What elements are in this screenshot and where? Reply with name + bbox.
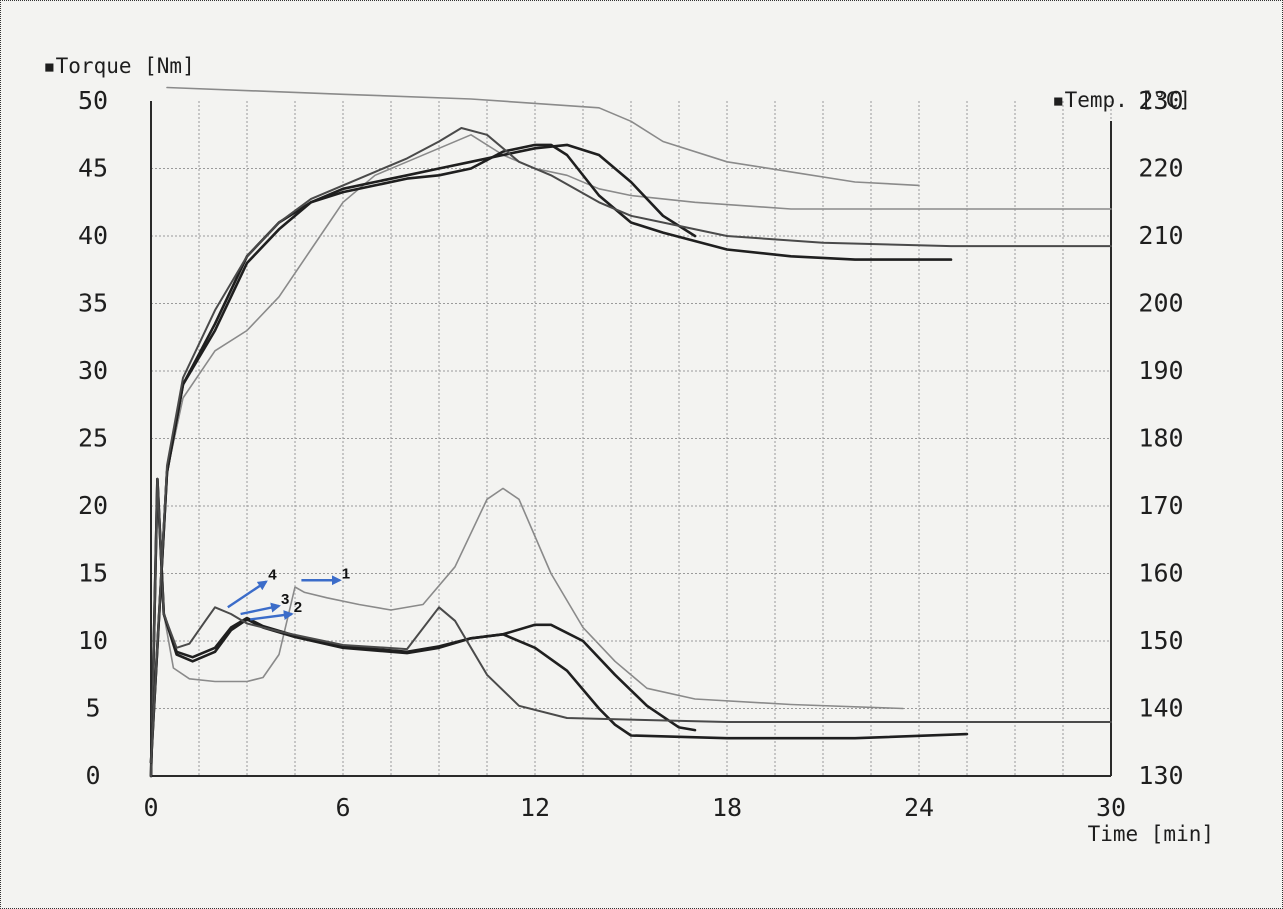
time-tick-label: 18 bbox=[712, 793, 742, 822]
temperature-tick-label: 160 bbox=[1138, 559, 1183, 588]
time-axis-title: Time [min] bbox=[1088, 822, 1214, 846]
temperature-axis-ticks: 130 140 150 160 170 180 190 200 210 220 230 bbox=[1138, 86, 1183, 790]
temperature-tick-label: 130 bbox=[1138, 761, 1183, 790]
time-tick-label: 12 bbox=[520, 793, 550, 822]
torque-tick-label: 5 bbox=[85, 694, 100, 723]
temperature-tick-label: 200 bbox=[1138, 289, 1183, 318]
annotation-number-3: 3 bbox=[281, 591, 289, 608]
temperature-tick-label: 140 bbox=[1138, 694, 1183, 723]
torque-curve-4 bbox=[150, 478, 1112, 777]
time-tick-label: 24 bbox=[904, 793, 934, 822]
temperature-tick-label: 220 bbox=[1138, 154, 1183, 183]
temperature-tick-label: 190 bbox=[1138, 356, 1183, 385]
temperature-tick-label: 210 bbox=[1138, 221, 1183, 250]
torque-curve-3 bbox=[149, 477, 969, 778]
torque-curve-2 bbox=[149, 477, 697, 778]
annotation-number-2: 2 bbox=[294, 599, 302, 616]
annotation-number-4: 4 bbox=[268, 567, 277, 584]
torque-tick-label: 0 bbox=[85, 761, 100, 790]
temperature-curve-4 bbox=[150, 127, 1112, 764]
torque-tick-label: 50 bbox=[78, 86, 108, 115]
temperature-curve-2 bbox=[149, 143, 697, 764]
torque-curve-1 bbox=[150, 478, 904, 777]
annotation-arrow-4 bbox=[227, 580, 268, 609]
temperature-tick-label: 170 bbox=[1138, 491, 1183, 520]
temperature-curve-3 bbox=[149, 143, 953, 764]
annotation-number-1: 1 bbox=[342, 565, 350, 582]
torque-axis-ticks: 0 5 10 15 20 25 30 35 40 45 50 bbox=[78, 86, 108, 790]
temperature-tick-label: 150 bbox=[1138, 626, 1183, 655]
torque-tick-label: 40 bbox=[78, 221, 108, 250]
torque-tick-label: 30 bbox=[78, 356, 108, 385]
torque-tick-label: 35 bbox=[78, 289, 108, 318]
series-layer bbox=[149, 86, 1112, 778]
torque-tick-label: 25 bbox=[78, 424, 108, 453]
time-tick-label: 0 bbox=[143, 793, 158, 822]
torque-tick-label: 45 bbox=[78, 154, 108, 183]
time-axis-ticks: 0 6 12 18 24 30 bbox=[143, 793, 1126, 822]
temperature-curve-1 bbox=[150, 134, 1112, 764]
curve-number-annotations: 1 234 bbox=[227, 565, 350, 621]
axes bbox=[150, 101, 1112, 777]
temperature-tick-label: 180 bbox=[1138, 424, 1183, 453]
annotation-arrow-3 bbox=[240, 602, 281, 616]
torque-tick-label: 15 bbox=[78, 559, 108, 588]
torque-axis-title: ▪Torque [Nm] bbox=[43, 54, 195, 78]
annotation-arrow-2 bbox=[250, 610, 294, 621]
torque-tick-label: 10 bbox=[78, 626, 108, 655]
temperature-tick-label: 230 bbox=[1138, 86, 1183, 115]
torque-tick-label: 20 bbox=[78, 491, 108, 520]
temperature-axis-title: ▪Temp. [°C] bbox=[1052, 88, 1191, 112]
time-tick-label: 6 bbox=[335, 793, 350, 822]
temperature-curve bbox=[166, 86, 920, 187]
time-tick-label: 30 bbox=[1096, 793, 1126, 822]
